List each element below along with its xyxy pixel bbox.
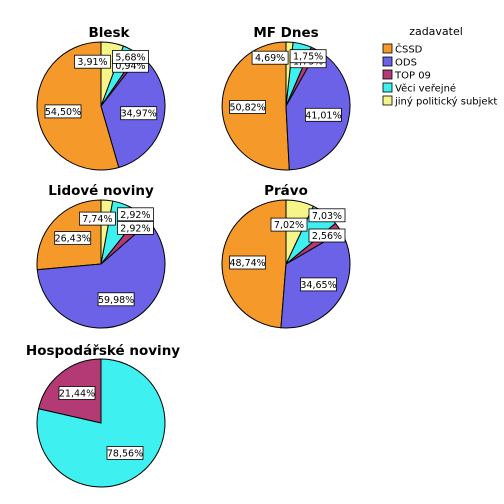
legend-item-top-09: TOP 09: [382, 69, 431, 82]
data-label-box: [54, 231, 92, 246]
legend-label: ČSSD: [395, 43, 423, 56]
pie-pravo: Právo 48,74% 34,65% 2,56% 7,02% 7,03%: [221, 183, 351, 329]
data-label-box: [74, 54, 111, 69]
data-label-text: 7,03%: [312, 211, 342, 222]
pie-slice-jiny-politicky-subjekt: [285, 199, 315, 265]
legend-item-ods: ODS: [382, 56, 417, 69]
data-label: 7,74%: [79, 211, 116, 226]
data-label: 34,97%: [120, 106, 158, 121]
data-label: 2,92%: [117, 207, 154, 222]
data-label-box: [270, 217, 308, 232]
data-label-text: 7,02%: [274, 220, 304, 231]
data-label-box: [79, 211, 116, 226]
pie-hospodarske-noviny: Hospodářské noviny 21,44% 78,56%: [26, 343, 180, 488]
data-label: 50,82%: [229, 100, 267, 114]
data-label-box: [112, 50, 149, 64]
data-label-box: [44, 104, 82, 119]
pie-title: Lidové noviny: [48, 183, 154, 199]
data-label-box: [229, 255, 267, 270]
data-label: 54,50%: [44, 104, 82, 119]
data-label: 78,56%: [106, 446, 144, 460]
data-label: 41,01%: [304, 107, 342, 122]
legend-label: ODS: [395, 58, 417, 69]
legend-swatch: [382, 43, 393, 54]
data-label-text: 1,75%: [293, 52, 323, 63]
data-label-box: [304, 107, 342, 122]
data-label-box: [106, 446, 144, 460]
legend-swatch: [382, 56, 393, 67]
data-label: 34,65%: [300, 277, 337, 292]
data-label-text: 4,69%: [255, 53, 285, 64]
data-label-text: 3,91%: [77, 57, 107, 68]
data-label-text: 34,97%: [121, 109, 157, 120]
data-label-text: 50,82%: [229, 103, 265, 114]
pie-blesk: Blesk 54,50% 34,97% 0,94% 3,91% 5,68%: [36, 25, 166, 171]
data-label: 21,44%: [58, 386, 96, 400]
data-label: 48,74%: [229, 255, 267, 270]
pie-title: Právo: [264, 183, 308, 199]
legend-swatch: [382, 69, 393, 80]
data-label: 4,69%: [251, 50, 289, 65]
data-label-text: 54,50%: [45, 107, 81, 118]
data-label-box: [308, 228, 346, 243]
data-label: 26,43%: [54, 231, 92, 246]
data-label-box: [289, 49, 327, 64]
data-label-text: 41,01%: [305, 110, 341, 121]
data-label-box: [229, 100, 267, 114]
legend-item-cssd: ČSSD: [382, 43, 423, 56]
data-label-box: [300, 277, 337, 292]
data-label: 1,75%: [289, 49, 327, 64]
data-label: 2,92%: [117, 220, 154, 235]
legend-label: TOP 09: [394, 71, 431, 82]
data-label-text: 7,74%: [82, 214, 112, 225]
legend-item-veci-verejne: Věci veřejné: [382, 82, 456, 95]
legend-swatch: [382, 95, 393, 106]
data-label: 3,91%: [74, 54, 111, 69]
legend-item-jiny-politicky-subjekt: jiný politický subjekt: [382, 95, 497, 108]
data-label: 59,98%: [97, 292, 135, 307]
data-label-box: [117, 220, 154, 235]
data-label: 5,68%: [112, 50, 149, 64]
legend-swatch: [382, 82, 393, 93]
legend-title: zadavatel: [409, 25, 463, 38]
data-label-text: 2,92%: [120, 210, 150, 221]
data-label: 7,02%: [270, 217, 308, 232]
data-label-text: 34,65%: [300, 280, 336, 291]
data-label-text: 2,92%: [120, 223, 150, 234]
data-label: 2,56%: [308, 228, 346, 243]
legend-label: jiný politický subjekt: [394, 96, 497, 108]
data-label-text: 26,43%: [55, 234, 91, 245]
data-label-text: 21,44%: [59, 389, 95, 400]
pie-lidove-noviny: Lidové noviny 26,43% 59,98% 2,92% 7,74% 2,92%: [36, 183, 166, 329]
data-label-text: 48,74%: [229, 258, 265, 269]
pie-title: Blesk: [88, 25, 130, 41]
pie-title: Hospodářské noviny: [26, 343, 180, 359]
legend-label: Věci veřejné: [395, 83, 456, 95]
data-label-text: 59,98%: [98, 295, 134, 306]
data-label-box: [97, 292, 135, 307]
data-label-text: 78,56%: [107, 449, 143, 460]
data-label-text: 0,94%: [115, 61, 145, 72]
data-label-box: [117, 207, 154, 222]
data-label-box: [120, 106, 158, 121]
data-label-text: 5,68%: [115, 52, 145, 63]
pie-title: MF Dnes: [253, 25, 318, 41]
data-label-box: [308, 208, 346, 223]
data-label: 7,03%: [308, 208, 346, 223]
data-label-text: 2,56%: [312, 231, 342, 242]
data-label-box: [58, 386, 96, 400]
data-label-box: [251, 50, 289, 65]
